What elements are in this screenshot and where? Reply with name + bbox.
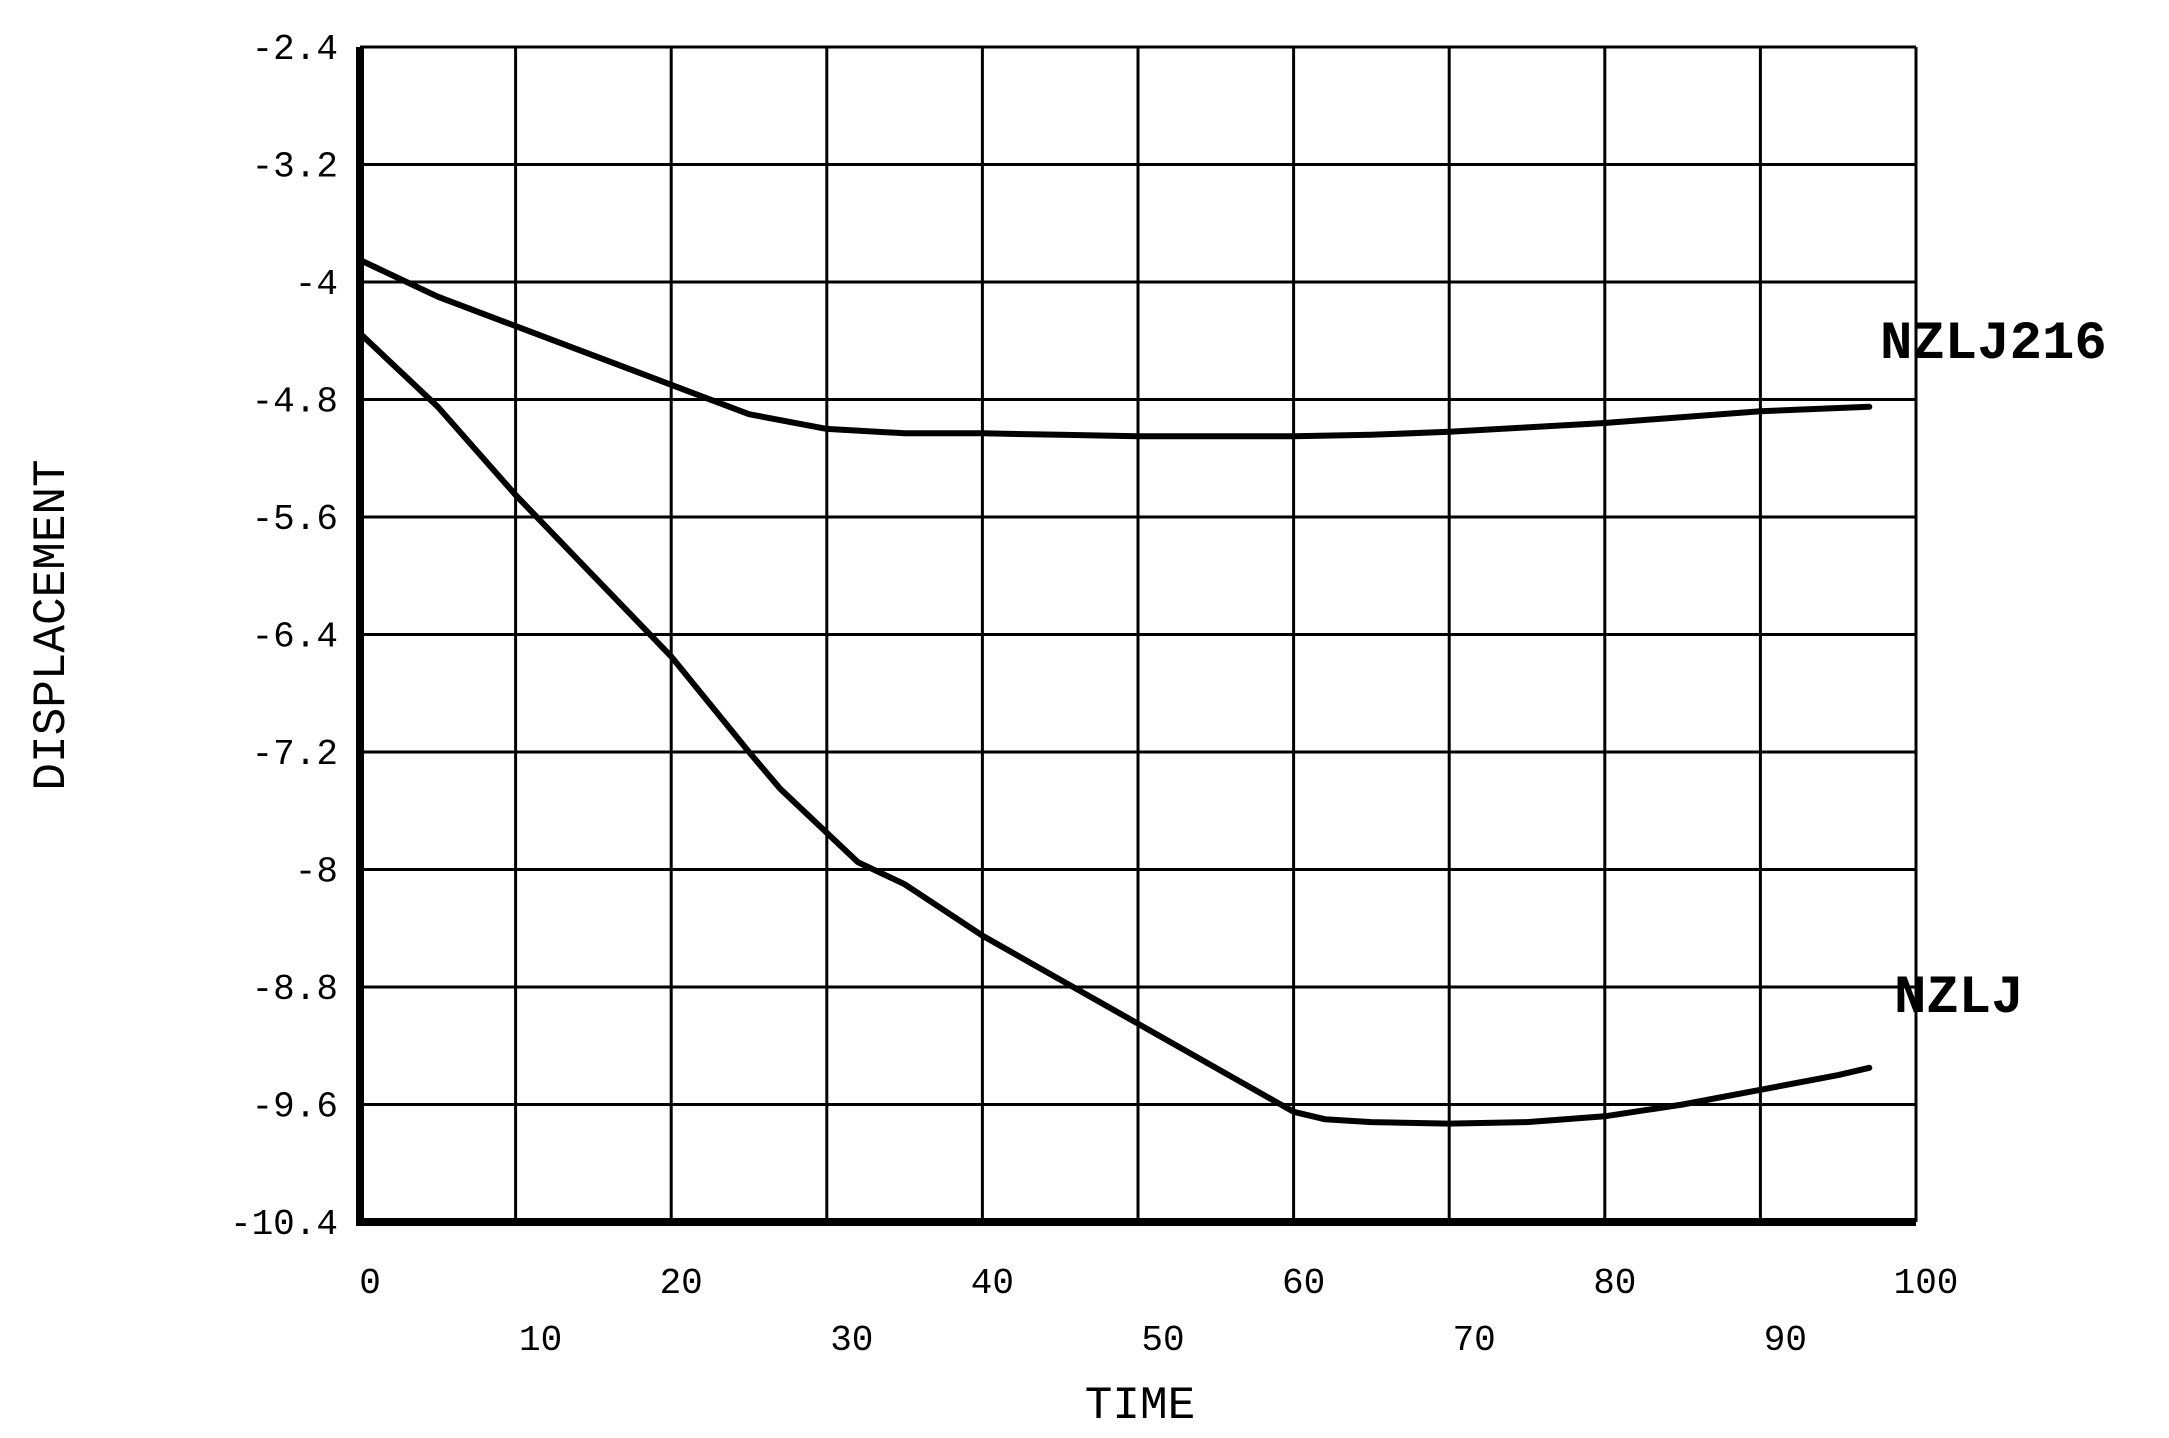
y-tick-label: -4 [295,264,338,305]
x-tick-label: 20 [660,1263,703,1304]
x-tick-label: 30 [830,1320,873,1361]
series-label-nzlj: NZLJ [1894,968,2024,1029]
y-tick-label: -7.2 [252,734,338,775]
x-tick-label: 90 [1764,1320,1807,1361]
x-tick-label: 0 [359,1263,381,1304]
x-tick-label: 60 [1282,1263,1325,1304]
grid-lines [360,45,1918,1224]
x-tick-label: 70 [1453,1320,1496,1361]
series-labels: NZLJ216 NZLJ [1880,314,2107,1029]
series-line-nzlj216 [357,257,1873,440]
y-axis-title: DISPLACEMENT [26,459,78,790]
y-tick-label: -8.8 [252,969,338,1010]
y-tick-label: -5.6 [252,499,338,540]
y-tick-label: -10.4 [230,1204,338,1245]
x-axis-title: TIME [1085,1380,1195,1432]
series-label-nzlj216: NZLJ216 [1880,314,2107,375]
x-tick-label: 40 [971,1263,1014,1304]
y-tick-label: -3.2 [252,147,338,188]
x-tick-label: 10 [519,1320,562,1361]
y-tick-label: -8 [295,852,338,893]
y-tick-label: -4.8 [252,382,338,423]
x-tick-label: 80 [1593,1263,1636,1304]
series-line-nzlj [357,330,1873,1127]
y-tick-label: -9.6 [252,1087,338,1128]
y-tick-label: -6.4 [252,617,338,658]
series-lines [357,257,1873,1127]
tick-labels: -2.4 -3.2 -4 -4.8 -5.6 -6.4 -7.2 -8 -8.8 -9.6 -10.… [230,29,1958,1361]
x-tick-label: 100 [1894,1263,1959,1304]
x-tick-label: 50 [1141,1320,1184,1361]
y-tick-label: -2.4 [252,29,338,70]
axes [356,47,1916,1226]
